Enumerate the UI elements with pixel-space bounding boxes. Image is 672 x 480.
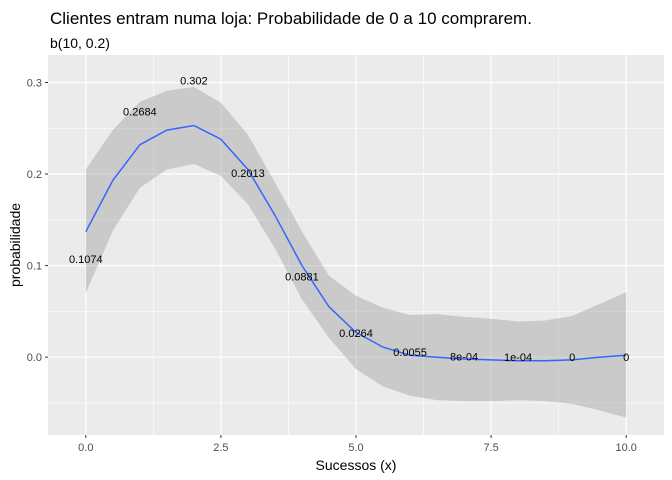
x-tick-label: 2.5 [213,442,228,454]
data-label: 1e-04 [504,352,532,364]
grid-major [48,55,664,435]
data-label: 0 [569,352,575,364]
data-label: 0 [623,352,629,364]
data-label: 0.2684 [123,106,157,118]
confidence-band [85,87,627,418]
y-tick-label: 0.0 [27,352,42,364]
point-labels: 0.1074 0.2684 0.302 0.2013 0.0881 0.0264 0.005… [69,76,629,365]
x-tick-label: 10.0 [615,442,636,454]
x-axis-title: Sucessos (x) [316,457,397,473]
data-label: 0.2013 [231,168,265,180]
chart-title: Clientes entram numa loja: Probabilidade… [50,9,532,28]
data-label: 0.0055 [393,347,427,359]
y-tick-label: 0.2 [27,169,42,181]
x-axis-ticks: 0.0 2.5 5.0 7.5 10.0 [78,435,637,454]
chart-subtitle: b(10, 0.2) [50,35,110,51]
x-tick-label: 5.0 [348,442,363,454]
x-tick-label: 0.0 [78,442,93,454]
data-label: 0.1074 [69,254,103,266]
data-label: 0.302 [180,76,208,88]
data-label: 0.0264 [339,328,373,340]
y-tick-label: 0.3 [27,77,42,89]
y-axis-title: probabilidade [7,203,23,287]
x-tick-label: 7.5 [483,442,498,454]
data-label: 0.0881 [285,271,319,283]
smooth-line [85,124,627,362]
data-label: 8e-04 [450,351,478,363]
y-tick-label: 0.1 [27,261,42,273]
y-axis-ticks: 0.0 0.1 0.2 0.3 [27,77,48,364]
